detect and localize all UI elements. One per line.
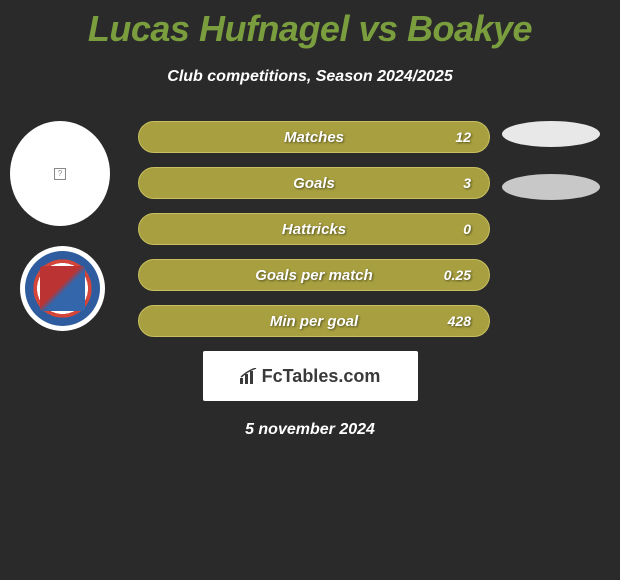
stat-value: 12 [455,129,471,145]
stat-value: 428 [448,313,471,329]
content-area: ? Matches 12 Goals 3 Hattricks 0 Goals p… [0,121,620,337]
player1-badge: ? [10,121,110,226]
stat-row-matches: Matches 12 [138,121,490,153]
stat-value: 3 [463,175,471,191]
stat-value: 0.25 [444,267,471,283]
comparison-subtitle: Club competitions, Season 2024/2025 [0,68,620,86]
brand-label: FcTables.com [240,366,381,387]
stat-label: Goals [293,175,335,192]
stat-value: 0 [463,221,471,237]
stat-row-goals: Goals 3 [138,167,490,199]
left-badges: ? [10,121,110,351]
stat-label: Goals per match [255,267,373,284]
stat-label: Min per goal [270,313,358,330]
placeholder-icon: ? [54,168,66,180]
stat-label: Hattricks [282,221,346,238]
oval-marker-2 [502,174,600,200]
stat-row-hattricks: Hattricks 0 [138,213,490,245]
footer-date: 5 november 2024 [0,421,620,439]
stat-row-goals-per-match: Goals per match 0.25 [138,259,490,291]
team-crest-icon [25,251,100,326]
stat-bars: Matches 12 Goals 3 Hattricks 0 Goals per… [138,121,490,337]
stat-row-min-per-goal: Min per goal 428 [138,305,490,337]
player2-badge [20,246,105,331]
right-ovals [502,121,600,227]
chart-icon [240,368,258,384]
comparison-title: Lucas Hufnagel vs Boakye [0,0,620,50]
branding-box: FcTables.com [203,351,418,401]
stat-label: Matches [284,129,344,146]
oval-marker-1 [502,121,600,147]
brand-text-content: FcTables.com [262,366,381,387]
